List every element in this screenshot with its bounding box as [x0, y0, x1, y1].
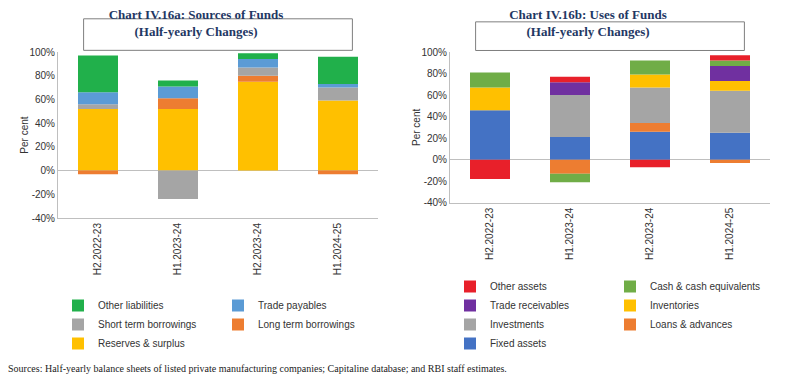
- svg-text:Other liabilities: Other liabilities: [98, 300, 164, 311]
- svg-text:0%: 0%: [433, 154, 448, 165]
- html-text:Sources: Half-yearly balance s: Sources: Half-yearly balance sheets of l…: [8, 363, 507, 374]
- svg-text:Loans & advances: Loans & advances: [650, 319, 732, 330]
- svg-text:Chart IV.16b: Uses of Funds(Ha: Chart IV.16b: Uses of Funds(Half-yearly …: [509, 7, 667, 39]
- svg-text:40%: 40%: [427, 111, 447, 122]
- svg-text:Per cent: Per cent: [411, 109, 422, 146]
- svg-text:20%: 20%: [35, 141, 55, 152]
- svg-text:H1.2023-24: H1.2023-24: [564, 207, 575, 260]
- svg-text:60%: 60%: [35, 94, 55, 105]
- svg-text:20%: 20%: [427, 133, 447, 144]
- svg-text:-20%: -20%: [424, 176, 447, 187]
- svg-text:Trade payables: Trade payables: [258, 300, 327, 311]
- svg-text:40%: 40%: [35, 118, 55, 129]
- svg-text:-40%: -40%: [32, 213, 55, 224]
- svg-text:100%: 100%: [421, 47, 447, 58]
- svg-text:Inventories: Inventories: [650, 300, 699, 311]
- svg-text:H1.2023-24: H1.2023-24: [172, 223, 183, 276]
- svg-text:Trade receivables: Trade receivables: [490, 300, 569, 311]
- svg-text:H1.2024-25: H1.2024-25: [724, 207, 735, 260]
- svg-text:Long term borrowings: Long term borrowings: [258, 319, 355, 330]
- svg-text:Reserves & surplus: Reserves & surplus: [98, 338, 185, 349]
- svg-text:H2.2023-24: H2.2023-24: [252, 223, 263, 276]
- svg-text:Cash & cash equivalents: Cash & cash equivalents: [650, 281, 760, 292]
- svg-text:Short term borrowings: Short term borrowings: [98, 319, 196, 330]
- svg-text:Fixed assets: Fixed assets: [490, 338, 546, 349]
- svg-text:-20%: -20%: [32, 189, 55, 200]
- svg-text:H2.2022-23: H2.2022-23: [92, 223, 103, 276]
- svg-text:Investments: Investments: [490, 319, 544, 330]
- svg-text:80%: 80%: [35, 70, 55, 81]
- svg-text:Other assets: Other assets: [490, 281, 547, 292]
- svg-text:H2.2023-24: H2.2023-24: [644, 207, 655, 260]
- svg-text:100%: 100%: [29, 47, 55, 58]
- svg-text:80%: 80%: [427, 68, 447, 79]
- svg-text:Chart IV.16a: Sources of Funds: Chart IV.16a: Sources of Funds(Half-year…: [109, 7, 284, 39]
- svg-text:-40%: -40%: [424, 197, 447, 208]
- svg-text:0%: 0%: [41, 165, 56, 176]
- svg-text:60%: 60%: [427, 90, 447, 101]
- svg-text:Per cent: Per cent: [19, 116, 30, 153]
- svg-text:H2.2022-23: H2.2022-23: [484, 207, 495, 260]
- svg-text:H1.2024-25: H1.2024-25: [332, 223, 343, 276]
